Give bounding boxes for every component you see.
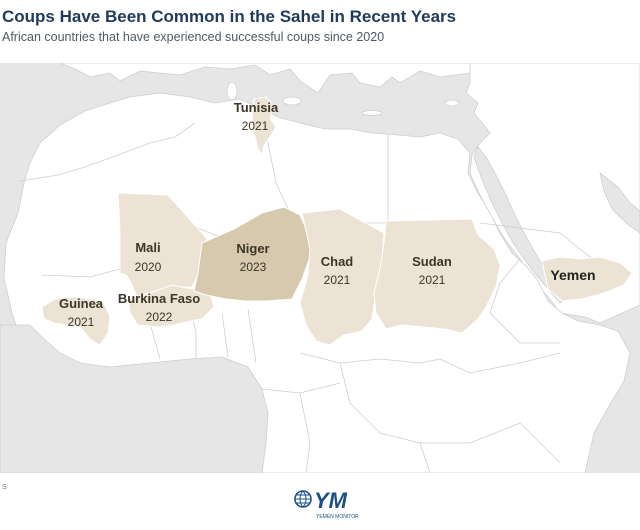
- yemen-monitor-logo: YM YEMEN MONITOR: [292, 486, 368, 522]
- sudan-label: Sudan: [412, 254, 452, 269]
- guinea-shape: [41, 296, 111, 346]
- niger-label: Niger: [236, 241, 270, 256]
- logo-letters: YM: [314, 488, 348, 513]
- red-sea: [473, 146, 567, 304]
- tunisia-year: 2021: [241, 119, 269, 133]
- mali-label: Mali: [135, 240, 161, 255]
- logo-svg: YM YEMEN MONITOR: [294, 488, 359, 520]
- europe-landmass: [59, 63, 471, 94]
- niger-shape: [193, 206, 313, 302]
- chad-year: 2021: [323, 273, 351, 287]
- cyprus-island: [444, 99, 460, 107]
- sudan-shape: [373, 218, 501, 334]
- globe-icon: [294, 490, 312, 508]
- logo-caption: YEMEN MONITOR: [316, 514, 359, 520]
- burkina-faso-year: 2022: [145, 310, 173, 324]
- guinea-label: Guinea: [58, 296, 104, 311]
- burkina-faso-label: Burkina Faso: [117, 291, 201, 306]
- tunisia-label: Tunisia: [233, 100, 279, 115]
- mali-year: 2020: [134, 260, 162, 274]
- sardinia-island: [226, 81, 238, 101]
- sicily-island: [282, 96, 302, 106]
- page-title: Coups Have Been Common in the Sahel in R…: [2, 7, 457, 26]
- map: Tunisia 2021 Mali 2020 Niger 2023 Chad 2…: [0, 63, 640, 473]
- sudan-year: 2021: [418, 273, 446, 287]
- tunisia-shape: [251, 96, 277, 157]
- niger-year: 2023: [239, 260, 267, 274]
- footnote-mark: S: [2, 484, 7, 491]
- chad-label: Chad: [320, 254, 354, 269]
- crete-island: [361, 110, 383, 116]
- burkina-faso-shape: [127, 284, 215, 328]
- page-subtitle: African countries that have experienced …: [2, 30, 385, 44]
- gulf-of-guinea: [0, 324, 269, 473]
- persian-gulf: [599, 172, 640, 234]
- map-svg: [0, 63, 640, 473]
- yemen-label: Yemen: [550, 267, 596, 283]
- guinea-year: 2021: [67, 315, 95, 329]
- chad-shape: [299, 208, 385, 346]
- yemen-shape: [541, 256, 633, 302]
